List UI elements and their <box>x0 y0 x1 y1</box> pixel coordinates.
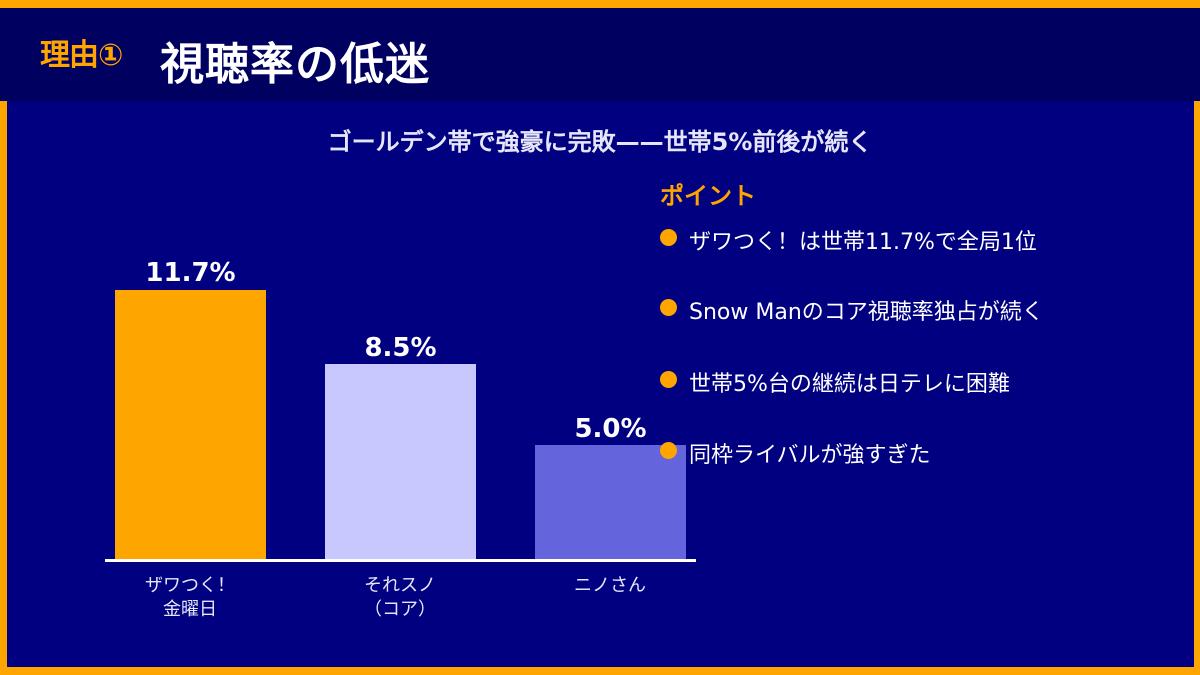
bar-value-label: 8.5% <box>364 333 437 363</box>
bullet-dot-icon <box>660 442 677 459</box>
chart-subtitle: ゴールデン帯で強豪に完敗——世帯5%前後が続く <box>327 128 873 156</box>
x-axis-line <box>105 559 696 562</box>
bar-ninosan <box>535 445 686 560</box>
bullet-dot-icon <box>660 299 677 316</box>
point-text: 同枠ライバルが強すぎた <box>689 443 931 468</box>
category-label: ザワつく！ 金曜日 <box>100 574 280 622</box>
title-prefix: 理由① <box>40 38 123 73</box>
category-label-line: （コア） <box>364 599 436 620</box>
points-title: ポイント <box>660 182 756 210</box>
category-label: それスノ （コア） <box>310 574 490 622</box>
category-label-line: それスノ <box>364 575 436 596</box>
page-title: 視聴率の低迷 <box>160 39 430 90</box>
category-label: ニノさん <box>520 574 700 598</box>
bar-soresuno <box>325 364 476 560</box>
bullet-dot-icon <box>660 229 677 246</box>
bar-zawatsuku <box>115 290 266 560</box>
point-text: ザワつく！は世帯11.7%で全局1位 <box>689 230 1037 255</box>
bar-value-label: 5.0% <box>574 414 647 444</box>
category-label-line: ニノさん <box>574 575 646 596</box>
point-text: Snow Manのコア視聴率独占が続く <box>689 300 1044 325</box>
top-accent-bar <box>0 0 1200 8</box>
bar-value-label: 11.7% <box>145 258 236 288</box>
slide-header: 理由① 視聴率の低迷 <box>0 8 1200 101</box>
bullet-dot-icon <box>660 371 677 388</box>
point-text: 世帯5%台の継続は日テレに困難 <box>689 372 1010 397</box>
category-label-line: 金曜日 <box>163 599 217 620</box>
category-label-line: ザワつく！ <box>145 575 235 596</box>
